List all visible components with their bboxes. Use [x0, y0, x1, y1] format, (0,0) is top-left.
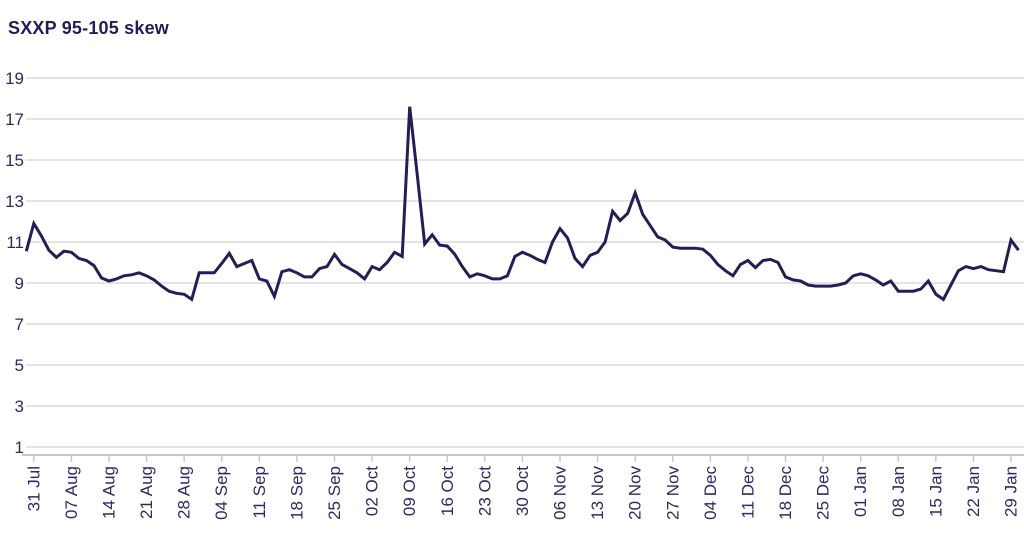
- x-axis-tick-label: 18 Sep: [287, 466, 306, 520]
- x-axis-tick-label: 14 Aug: [99, 466, 118, 519]
- y-axis-tick-label: 17: [5, 110, 24, 129]
- x-axis-tick-label: 20 Nov: [626, 466, 645, 520]
- x-axis-tick-label: 18 Dec: [776, 466, 795, 520]
- x-axis-tick-label: 13 Nov: [588, 466, 607, 520]
- y-axis-tick-label: 1: [15, 438, 24, 457]
- y-axis-tick-label: 13: [5, 192, 24, 211]
- y-axis-tick-label: 15: [5, 151, 24, 170]
- x-axis-tick-label: 21 Aug: [137, 466, 156, 519]
- x-axis-tick-label: 02 Oct: [363, 466, 382, 516]
- y-axis-tick-label: 19: [5, 69, 24, 88]
- x-axis-tick-label: 25 Sep: [325, 466, 344, 520]
- y-axis-tick-label: 5: [15, 356, 24, 375]
- x-axis-tick-label: 06 Nov: [551, 466, 570, 520]
- x-axis-tick-label: 09 Oct: [400, 466, 419, 516]
- x-axis-tick-label: 04 Dec: [701, 466, 720, 520]
- x-axis-tick-label: 22 Jan: [964, 466, 983, 517]
- chart-title: SXXP 95-105 skew: [8, 18, 169, 38]
- y-axis-tick-label: 11: [6, 233, 24, 252]
- y-axis-tick-label: 9: [15, 274, 24, 293]
- x-axis-tick-label: 23 Oct: [475, 466, 494, 516]
- x-axis-tick-label: 04 Sep: [212, 466, 231, 520]
- x-axis-tick-label: 27 Nov: [663, 466, 682, 520]
- x-axis-tick-label: 30 Oct: [513, 466, 532, 516]
- x-axis-tick-label: 16 Oct: [438, 466, 457, 516]
- y-axis-tick-label: 3: [15, 397, 24, 416]
- x-axis-tick-label: 31 Jul: [24, 466, 43, 511]
- x-axis-tick-label: 07 Aug: [62, 466, 81, 519]
- x-axis-tick-label: 28 Aug: [175, 466, 194, 519]
- skew-series-line: [24, 106, 1020, 302]
- x-axis-tick-label: 11 Sep: [250, 466, 269, 519]
- x-axis-tick-label: 25 Dec: [814, 466, 833, 520]
- x-axis-tick-label: 29 Jan: [1002, 466, 1021, 517]
- x-axis-tick-label: 01 Jan: [851, 466, 870, 517]
- x-axis-tick-label: 15 Jan: [926, 466, 945, 517]
- y-axis-tick-label: 7: [15, 315, 24, 334]
- x-axis-tick-label: 11 Dec: [738, 466, 757, 519]
- x-axis-tick-label: 08 Jan: [889, 466, 908, 517]
